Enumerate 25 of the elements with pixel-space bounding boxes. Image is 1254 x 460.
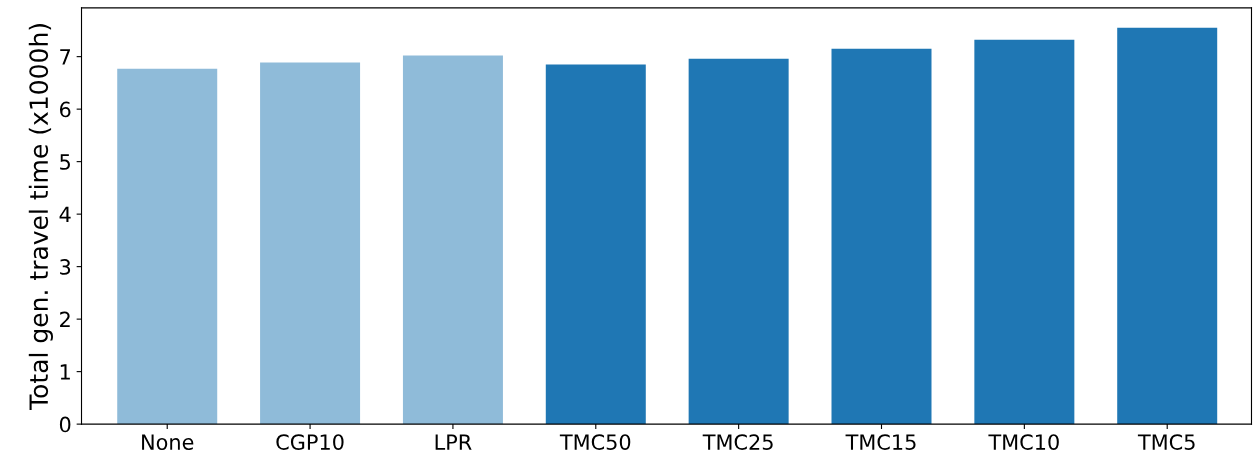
y-tick-label: 6 <box>59 101 71 118</box>
x-tick-label: CGP10 <box>276 434 344 450</box>
x-tick-label: LPR <box>435 434 472 450</box>
x-tick-label: TMC15 <box>845 434 916 450</box>
x-tick-label: None <box>142 434 194 450</box>
bar <box>260 62 361 425</box>
bar <box>1117 27 1218 425</box>
x-tick-label: TMC5 <box>1137 434 1195 450</box>
bar <box>974 39 1075 425</box>
y-tick-label: 3 <box>60 259 71 275</box>
bar <box>688 58 789 425</box>
x-tick-label: TMC25 <box>702 434 773 450</box>
bar <box>402 55 503 425</box>
bar <box>117 68 218 425</box>
y-tick-label: 1 <box>60 364 70 380</box>
bar <box>545 64 646 425</box>
y-tick-label: 4 <box>59 206 71 223</box>
y-tick-label: 7 <box>60 49 71 65</box>
y-tick-label: 5 <box>60 154 70 170</box>
x-tick-label: TMC10 <box>988 434 1059 450</box>
bar <box>831 48 932 425</box>
y-tick-label: 2 <box>60 311 70 328</box>
x-tick-label: TMC50 <box>559 434 631 450</box>
y-axis-title: Total gen. travel time (x1000h) <box>28 24 53 411</box>
y-tick-label: 0 <box>59 416 71 433</box>
